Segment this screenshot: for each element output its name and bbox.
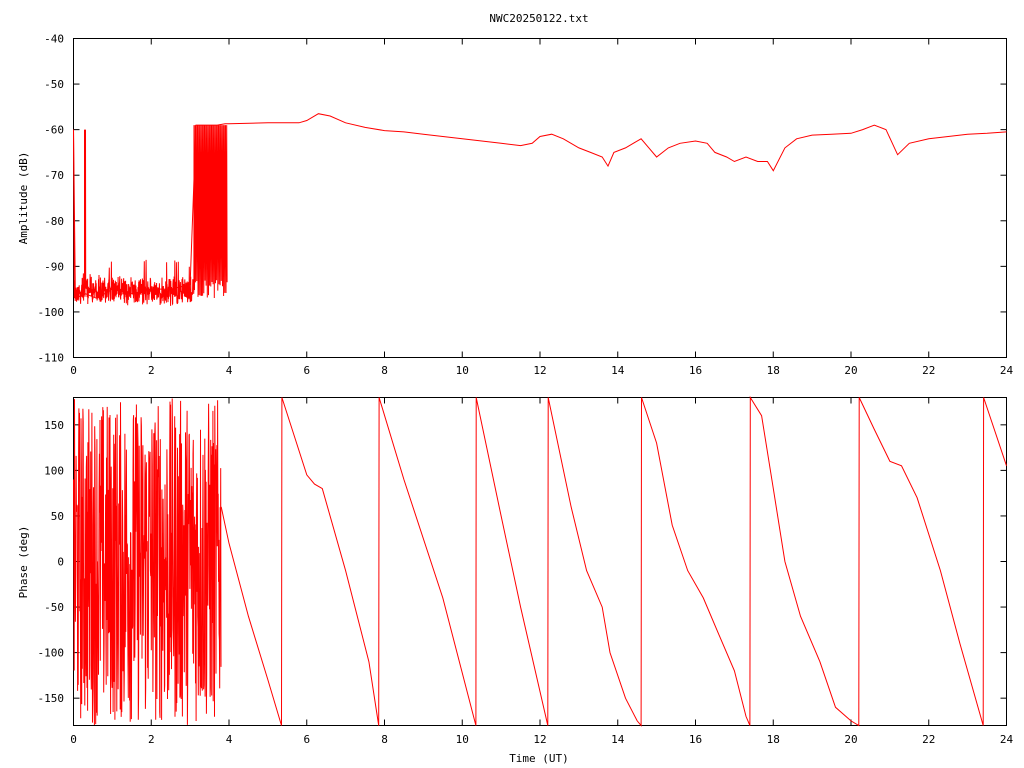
x-tick-label: 22 [922,733,935,746]
chart-title: NWC20250122.txt [489,12,588,25]
phase-y-tick-labels: 150 100 50 0 -50 -100 -150 [38,419,65,705]
amplitude-axis-ticks [73,38,1007,358]
x-tick-label: 4 [226,364,233,377]
x-tick-label: 10 [456,364,469,377]
x-tick-label: 0 [70,364,77,377]
amplitude-x-tick-labels: 0 2 4 6 8 10 12 14 16 18 20 22 24 [70,364,1013,377]
y-tick-label: -50 [44,601,64,614]
x-tick-label: 2 [148,364,155,377]
y-tick-label: -100 [38,306,65,319]
x-tick-label: 10 [456,733,469,746]
y-tick-label: -80 [44,215,64,228]
x-tick-label: 16 [689,364,702,377]
phase-x-tick-labels: 0 2 4 6 8 10 12 14 16 18 20 22 24 [70,733,1013,746]
x-tick-label: 24 [1000,364,1014,377]
x-tick-label: 6 [303,733,310,746]
amplitude-y-tick-labels: -40 -50 -60 -70 -80 -90 -100 -110 [38,33,65,365]
amplitude-y-axis-label: Amplitude (dB) [17,152,30,245]
x-tick-label: 6 [303,364,310,377]
phase-series-line [220,395,1007,727]
phase-panel: 0 2 4 6 8 10 12 14 16 18 20 22 24 150100500-50-100-1… [17,395,1013,765]
x-tick-label: 18 [767,733,780,746]
x-tick-label: 18 [767,364,780,377]
y-tick-label: -50 [44,78,64,91]
y-tick-label: 100 [44,464,64,477]
phase-y-axis-label: Phase (deg) [17,526,30,599]
y-tick-label: -60 [44,124,64,137]
y-tick-label: -70 [44,169,64,182]
y-tick-label: -40 [44,33,64,46]
y-tick-label: -90 [44,260,64,273]
x-tick-label: 16 [689,733,702,746]
x-tick-label: 4 [226,733,233,746]
amplitude-panel: 0 2 4 6 8 10 12 14 16 18 20 22 24 -40-50-60-70-80-90… [17,33,1013,378]
phase-noise-trace [73,398,222,726]
x-tick-label: 8 [381,733,388,746]
amplitude-noise-trace [73,125,228,306]
y-tick-label: -150 [38,692,65,705]
x-tick-label: 8 [381,364,388,377]
y-tick-label: -110 [38,352,65,365]
x-tick-label: 14 [611,733,625,746]
x-tick-label: 12 [533,733,546,746]
phase-x-axis-label: Time (UT) [509,752,569,765]
x-tick-label: 2 [148,733,155,746]
x-tick-label: 22 [922,364,935,377]
x-tick-label: 14 [611,364,625,377]
y-tick-label: -100 [38,647,65,660]
y-tick-label: 50 [51,510,64,523]
x-tick-label: 0 [70,733,77,746]
amplitude-series-line [73,113,1007,300]
y-tick-label: 150 [44,419,64,432]
x-tick-label: 24 [1000,733,1014,746]
x-tick-label: 20 [844,733,857,746]
x-tick-label: 12 [533,364,546,377]
y-tick-label: 0 [57,556,64,569]
x-tick-label: 20 [844,364,857,377]
